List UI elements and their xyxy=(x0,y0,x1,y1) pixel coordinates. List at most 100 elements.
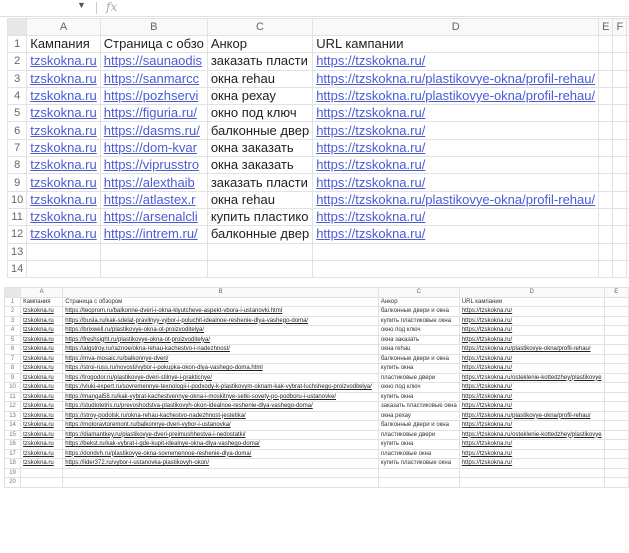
cell-link[interactable]: https://atlastex.r xyxy=(103,191,196,207)
cell-link[interactable]: tzskokna.ru xyxy=(23,422,54,428)
cell-B10[interactable]: https://atlastex.r xyxy=(99,190,208,209)
cell-C8[interactable]: окна заказать xyxy=(206,156,314,175)
cell-A6[interactable]: tzskokna.ru xyxy=(26,121,101,140)
cell-D9[interactable]: https://tzskokna.ru/ xyxy=(312,173,600,192)
cell-A4[interactable]: tzskokna.ru xyxy=(26,86,101,106)
cell-link[interactable]: tzskokna.ru xyxy=(23,374,54,381)
cell-D7[interactable]: https://tzskokna.ru/ xyxy=(312,138,600,158)
column-header-B[interactable]: B xyxy=(99,18,208,36)
cell-link[interactable]: https://mangal58.ru/kak-vybrat-kachestve… xyxy=(65,393,337,400)
cell-B6[interactable]: https://algstroy.ru/raznoe/okna-rehau-ka… xyxy=(62,344,379,355)
cell-B5[interactable]: https://figuria.ru/ xyxy=(99,104,208,123)
row-header[interactable]: 1 xyxy=(3,296,22,307)
cell-link[interactable]: tzskokna.ru xyxy=(23,336,54,343)
cell-link[interactable]: https://tzskokna.ru/ xyxy=(461,336,513,343)
cell-link[interactable]: https://tzskokna.ru/ xyxy=(461,441,513,447)
cell-D1[interactable]: URL кампании xyxy=(312,34,600,54)
cell-C14[interactable]: балконные двери и окна xyxy=(377,420,460,431)
cell-D18[interactable]: https://tzskokna.ru/ xyxy=(458,458,605,469)
cell-A10[interactable]: tzskokna.ru xyxy=(26,190,101,209)
cell-link[interactable]: https://diamantkey.ru/plastikovye-dveri-… xyxy=(65,431,246,438)
cell-F11[interactable] xyxy=(612,207,628,227)
cell-B6[interactable]: https://dasms.ru/ xyxy=(99,121,208,140)
cell-link[interactable]: https://tzskokna.ru/ xyxy=(316,139,426,155)
row-header[interactable]: 7 xyxy=(3,353,22,364)
cell-link[interactable]: https://motoravtoremont.ru/balkonnye-dve… xyxy=(65,422,231,428)
row-header[interactable]: 14 xyxy=(3,420,22,431)
column-header-F[interactable]: F xyxy=(612,18,628,36)
cell-B15[interactable]: https://diamantkey.ru/plastikovye-dveri-… xyxy=(62,429,379,440)
cell-D12[interactable]: https://tzskokna.ru/ xyxy=(312,225,600,244)
cell-E19[interactable] xyxy=(603,467,629,478)
cell-link[interactable]: https://tzskokna.ru/ xyxy=(461,355,513,362)
cell-E9[interactable] xyxy=(603,372,629,383)
cell-B13[interactable] xyxy=(99,242,208,261)
cell-E12[interactable] xyxy=(598,225,614,244)
cell-link[interactable]: https://tzskokna.ru/ xyxy=(461,403,513,409)
row-header[interactable]: 6 xyxy=(6,121,28,140)
column-header-D[interactable]: D xyxy=(458,287,605,298)
row-header[interactable]: 7 xyxy=(6,138,28,158)
cell-link[interactable]: https://dasms.ru/ xyxy=(103,122,200,138)
cell-E3[interactable] xyxy=(598,69,614,88)
cell-A2[interactable]: tzskokna.ru xyxy=(26,52,101,71)
cell-link[interactable]: https://studiotetris.ru/prevoshodstva-pl… xyxy=(65,403,313,409)
cell-link[interactable]: tzskokna.ru xyxy=(30,157,97,173)
cell-E5[interactable] xyxy=(598,104,614,123)
cell-C10[interactable]: окна rehau xyxy=(206,190,314,209)
cell-A13[interactable]: tzskokna.ru xyxy=(20,410,64,421)
cell-D20[interactable] xyxy=(458,477,605,488)
cell-D6[interactable]: https://tzskokna.ru/ xyxy=(312,121,600,140)
select-all-corner[interactable] xyxy=(6,18,28,36)
cell-E2[interactable] xyxy=(603,306,629,317)
cell-C2[interactable]: заказать пласти xyxy=(206,52,314,71)
cell-C12[interactable]: заказать пластиковые окна xyxy=(377,401,460,412)
cell-link[interactable]: https://tzskokna.ru/plastikovye-okna/pro… xyxy=(461,346,591,352)
cell-C13[interactable] xyxy=(206,242,314,261)
cell-A3[interactable]: tzskokna.ru xyxy=(20,315,64,326)
cell-link[interactable]: tzskokna.ru xyxy=(30,209,97,225)
row-header[interactable]: 12 xyxy=(3,401,22,412)
cell-A12[interactable]: tzskokna.ru xyxy=(20,401,64,412)
cell-E10[interactable] xyxy=(603,382,629,393)
cell-D16[interactable]: https://tzskokna.ru/ xyxy=(458,439,605,450)
row-header[interactable]: 11 xyxy=(3,391,22,402)
cell-B13[interactable]: https://stroy-podolsk.ru/okna-rehau-kach… xyxy=(62,410,379,421)
cell-D5[interactable]: https://tzskokna.ru/ xyxy=(312,104,600,123)
cell-B7[interactable]: https://dom-kvar xyxy=(99,138,208,158)
column-header-A[interactable]: A xyxy=(26,18,101,36)
column-header-B[interactable]: B xyxy=(62,287,379,298)
cell-B8[interactable]: https://stroi-russ.ru/novosti/vybor-i-po… xyxy=(62,363,379,374)
cell-F1[interactable] xyxy=(612,34,628,54)
cell-D9[interactable]: https://tzskokna.ru/osteklenie-kottedzhe… xyxy=(458,372,605,383)
cell-B17[interactable]: https://dondvh.ru/plastikovye-okna-sovre… xyxy=(62,448,379,459)
cell-link[interactable]: https://tzskokna.ru/ xyxy=(316,53,426,69)
cell-link[interactable]: tzskokna.ru xyxy=(30,88,97,104)
cell-link[interactable]: https://tzskokna.ru/ xyxy=(461,450,513,457)
cell-F4[interactable] xyxy=(612,86,628,106)
cell-B12[interactable]: https://intrem.ru/ xyxy=(99,225,208,244)
cell-link[interactable]: https://tzskokna.ru/plastikovye-okna/pro… xyxy=(461,412,591,419)
cell-A5[interactable]: tzskokna.ru xyxy=(20,334,64,345)
cell-C6[interactable]: окна rehau xyxy=(377,344,460,355)
row-header[interactable]: 11 xyxy=(6,207,28,227)
cell-B11[interactable]: https://mangal58.ru/kak-vybrat-kachestve… xyxy=(62,391,379,402)
cell-B12[interactable]: https://studiotetris.ru/prevoshodstva-pl… xyxy=(62,401,379,412)
cell-C1[interactable]: Анкор xyxy=(206,34,314,54)
row-header[interactable]: 10 xyxy=(6,190,28,209)
row-header[interactable]: 3 xyxy=(6,69,28,88)
cell-link[interactable]: https://vluki-expert.ru/sovremennye-texn… xyxy=(65,384,372,390)
cell-link[interactable]: https://alexthaib xyxy=(103,174,195,190)
cell-B3[interactable]: https://sanmarcc xyxy=(99,69,208,88)
cell-link[interactable]: https://dom-kvar xyxy=(103,139,197,155)
row-header[interactable]: 6 xyxy=(3,344,22,355)
cell-link[interactable]: tzskokna.ru xyxy=(23,412,54,419)
cell-F9[interactable] xyxy=(612,173,628,192)
cell-E5[interactable] xyxy=(603,334,629,345)
cell-B1[interactable]: Страница с обзо xyxy=(99,34,208,54)
cell-D1[interactable]: URL кампании xyxy=(458,296,605,307)
cell-D14[interactable]: https://tzskokna.ru/ xyxy=(458,420,605,431)
cell-E2[interactable] xyxy=(598,52,614,71)
cell-link[interactable]: https://tzskokna.ru/plastikovye-okna/pro… xyxy=(316,88,596,104)
cell-link[interactable]: tzskokna.ru xyxy=(23,355,54,362)
